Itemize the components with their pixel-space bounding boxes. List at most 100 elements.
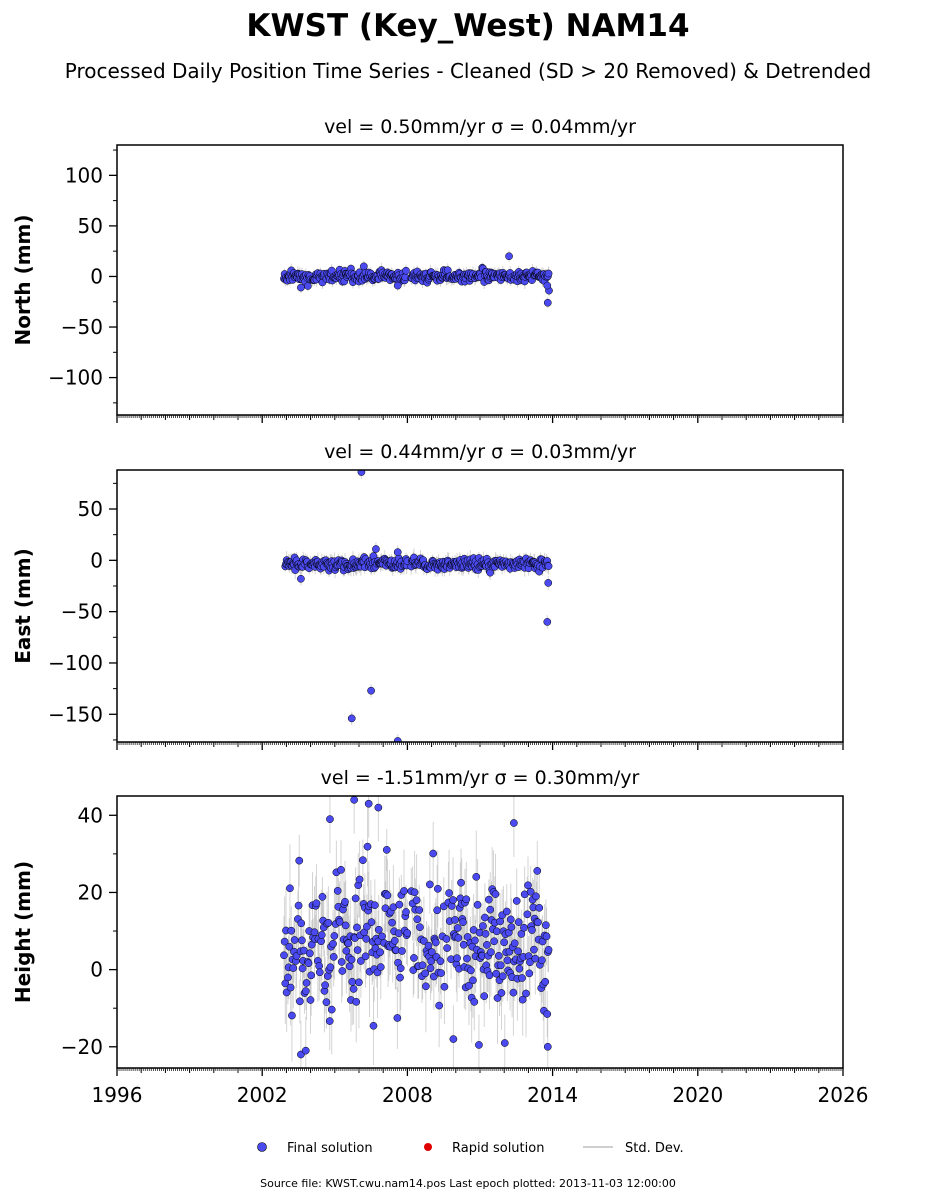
- data-point: [487, 948, 495, 956]
- x-tick-label: 2002: [237, 1083, 288, 1107]
- data-point: [347, 955, 356, 964]
- data-point: [492, 927, 501, 936]
- y-tick-label: 0: [90, 548, 103, 572]
- data-point: [361, 952, 370, 961]
- data-point: [295, 856, 304, 865]
- data-point: [298, 936, 306, 945]
- data-point: [436, 957, 445, 966]
- data-point: [465, 981, 473, 990]
- data-point: [329, 953, 338, 961]
- final-solution-points: [280, 796, 553, 1059]
- data-point: [335, 918, 344, 926]
- legend-rapid-label: Rapid solution: [452, 1141, 544, 1156]
- data-point: [433, 884, 442, 893]
- data-point: [515, 964, 524, 973]
- data-point: [543, 618, 552, 626]
- plot-frame: [116, 469, 844, 743]
- data-point: [479, 922, 487, 930]
- data-point: [469, 976, 477, 985]
- data-point: [327, 1005, 336, 1014]
- final-solution-points: [281, 470, 553, 742]
- data-point: [493, 994, 502, 1002]
- data-point: [494, 951, 503, 960]
- data-point: [526, 958, 534, 967]
- data-point: [326, 815, 334, 823]
- data-point: [510, 819, 518, 827]
- data-point: [342, 947, 351, 955]
- data-point: [538, 956, 546, 965]
- data-point: [296, 997, 304, 1006]
- data-point: [410, 954, 418, 962]
- data-point: [357, 470, 366, 476]
- data-point: [525, 969, 534, 978]
- data-point: [376, 948, 384, 957]
- y-tick-label: −150: [48, 702, 103, 726]
- data-point: [348, 977, 357, 986]
- data-point: [457, 878, 465, 887]
- x-tick-labels: 1996 2002 2008 2014 2020 2026: [92, 1083, 869, 1107]
- data-point: [359, 262, 368, 271]
- data-point: [528, 926, 536, 934]
- data-point: [315, 968, 324, 977]
- data-point: [500, 1039, 509, 1047]
- data-point: [473, 900, 482, 909]
- panel-title: vel = 0.44mm/yr σ = 0.03mm/yr: [324, 441, 636, 463]
- data-point: [304, 959, 313, 968]
- data-point: [512, 897, 521, 905]
- panels-group: vel = 0.50mm/yr σ = 0.04mm/yr North (mm) 1…: [11, 116, 844, 1076]
- data-point: [286, 884, 294, 893]
- y-tick-label: −100: [48, 651, 103, 675]
- data-point: [396, 973, 404, 982]
- data-point: [324, 918, 333, 927]
- data-point: [492, 969, 501, 978]
- data-point: [415, 906, 424, 914]
- data-point: [289, 964, 298, 972]
- data-point: [286, 983, 295, 992]
- data-point: [522, 989, 530, 998]
- data-point: [485, 895, 493, 904]
- legend-final-label: Final solution: [287, 1141, 373, 1156]
- data-point: [437, 969, 445, 977]
- x-tick-label: 2020: [672, 1083, 723, 1107]
- final-solution-points: [280, 252, 553, 307]
- data-point: [315, 962, 323, 970]
- data-point: [352, 998, 361, 1006]
- data-point: [453, 924, 462, 932]
- data-point: [530, 945, 538, 954]
- data-point: [543, 298, 552, 307]
- data-point: [491, 890, 500, 898]
- panel-2: vel = -1.51mm/yr σ = 0.30mm/yr Height (mm…: [11, 767, 844, 1076]
- figure-subtitle: Processed Daily Position Time Series - C…: [65, 59, 871, 83]
- data-point: [355, 875, 364, 884]
- data-point: [351, 894, 360, 903]
- data-point: [378, 932, 386, 941]
- y-tick-label: −100: [48, 366, 103, 390]
- y-tick-label: 0: [90, 264, 103, 288]
- data-point: [285, 942, 294, 951]
- data-point: [307, 971, 316, 980]
- data-point: [507, 923, 516, 931]
- data-point: [322, 998, 331, 1007]
- data-point: [297, 283, 305, 292]
- data-point: [424, 941, 433, 950]
- data-point: [470, 998, 479, 1006]
- data-point: [367, 686, 375, 695]
- y-tick-label: 50: [78, 497, 103, 521]
- data-point: [467, 966, 475, 975]
- data-point: [542, 932, 551, 941]
- data-point: [383, 891, 392, 900]
- data-point: [287, 926, 296, 935]
- data-point: [542, 921, 550, 929]
- x-tick-label: 2008: [382, 1083, 433, 1107]
- data-point: [544, 562, 553, 571]
- data-point: [535, 903, 544, 912]
- data-point: [357, 957, 365, 965]
- data-point: [509, 988, 518, 997]
- footer-source: Source file: KWST.cwu.nam14.pos Last epo…: [260, 1177, 676, 1190]
- data-point: [395, 900, 404, 909]
- data-point: [498, 972, 507, 981]
- data-point: [445, 889, 453, 897]
- data-point: [420, 937, 428, 945]
- data-point: [402, 266, 410, 275]
- data-point: [350, 796, 359, 804]
